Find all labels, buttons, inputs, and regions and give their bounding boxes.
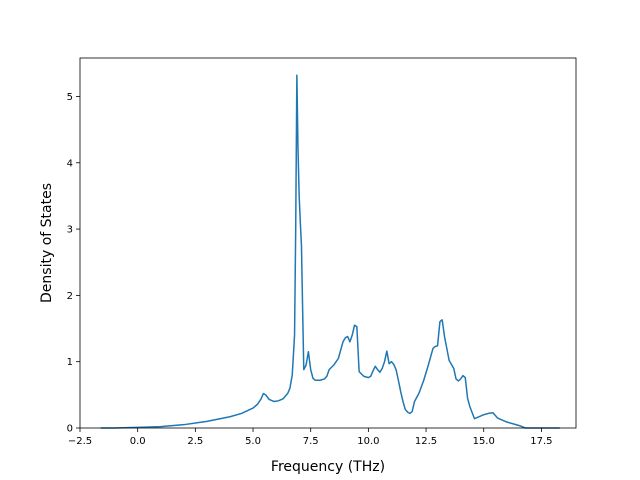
x-tick-label: 5.0 bbox=[245, 436, 261, 447]
y-tick-label: 4 bbox=[67, 158, 73, 169]
y-tick-label: 5 bbox=[67, 92, 73, 103]
x-tick-label: 17.5 bbox=[530, 436, 552, 447]
x-axis-ticks: −2.5 0.0 2.5 5.0 7.5 10.0 12.5 15.0 17.5 bbox=[68, 428, 553, 447]
y-tick-label: 0 bbox=[67, 424, 73, 435]
x-tick-label: 15.0 bbox=[473, 436, 495, 447]
y-tick-label: 2 bbox=[67, 291, 73, 302]
y-tick-label: 1 bbox=[67, 357, 73, 368]
x-axis-label: Frequency (THz) bbox=[271, 459, 385, 475]
series-line-0 bbox=[100, 74, 560, 429]
plot-frame bbox=[79, 57, 577, 429]
y-axis-ticks: 0 1 2 3 4 5 bbox=[67, 92, 80, 435]
plot-area bbox=[80, 58, 576, 428]
y-tick-label: 3 bbox=[67, 225, 73, 236]
x-tick-label: 12.5 bbox=[415, 436, 437, 447]
x-tick-label: 7.5 bbox=[303, 436, 319, 447]
series-layer bbox=[100, 74, 560, 429]
x-tick-label: 0.0 bbox=[130, 436, 146, 447]
x-tick-label: 10.0 bbox=[357, 436, 379, 447]
x-tick-label: −2.5 bbox=[68, 436, 92, 447]
x-tick-label: 2.5 bbox=[187, 436, 203, 447]
y-axis-label: Density of States bbox=[39, 183, 55, 303]
